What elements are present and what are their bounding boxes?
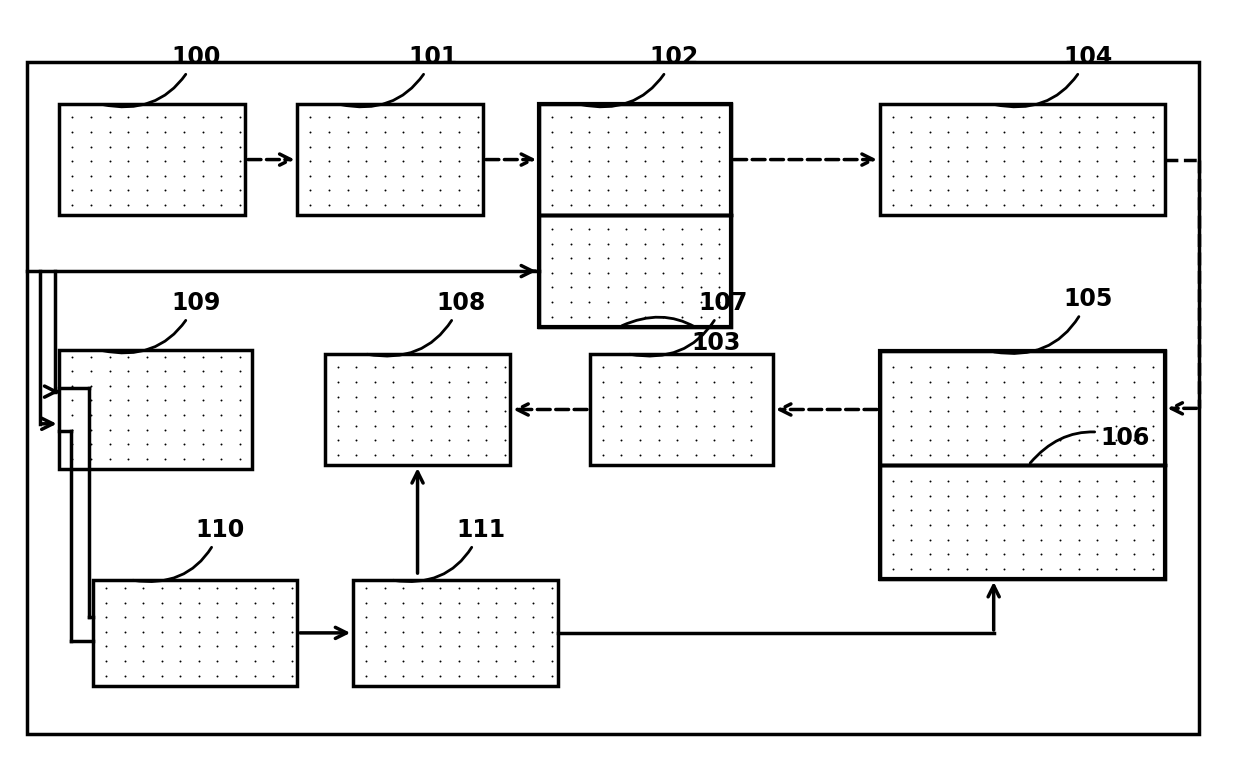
Text: 111: 111 [393, 518, 506, 581]
Text: 106: 106 [1030, 426, 1150, 463]
Text: 103: 103 [622, 317, 741, 355]
Text: 104: 104 [994, 45, 1113, 107]
Bar [93, 580, 297, 686]
Bar [27, 62, 1199, 734]
Bar [880, 351, 1165, 579]
Text: 100: 100 [102, 45, 221, 107]
Text: 102: 102 [580, 45, 699, 107]
Text: 110: 110 [133, 518, 245, 581]
Bar [880, 465, 1165, 579]
Text: 108: 108 [367, 291, 486, 356]
Bar [880, 351, 1165, 465]
Bar [880, 104, 1165, 215]
Text: 107: 107 [629, 291, 748, 356]
Bar [297, 104, 483, 215]
Bar [590, 354, 773, 465]
Bar [325, 354, 510, 465]
Text: 105: 105 [994, 288, 1113, 354]
Bar [59, 350, 252, 469]
Bar [353, 580, 558, 686]
Bar [59, 104, 245, 215]
Bar [539, 104, 731, 327]
Bar [539, 104, 731, 215]
Bar [539, 215, 731, 327]
Text: 101: 101 [339, 45, 458, 107]
Text: 109: 109 [102, 291, 221, 353]
